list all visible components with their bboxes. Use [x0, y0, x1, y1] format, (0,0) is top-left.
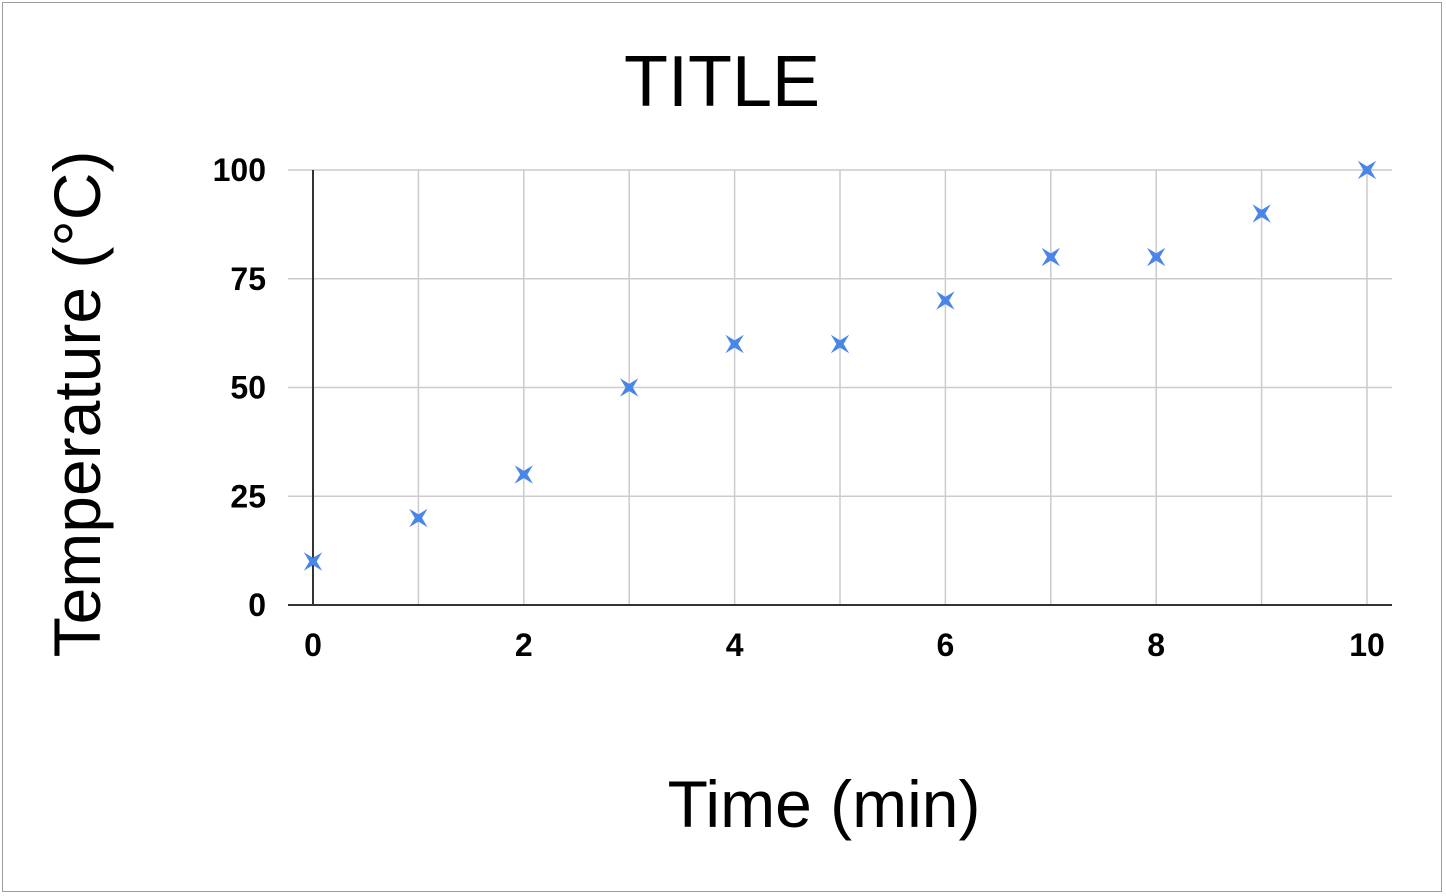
- data-point: [1041, 247, 1060, 267]
- y-tick-label: 0: [248, 587, 266, 623]
- data-point: [1357, 160, 1377, 180]
- data-point: [1252, 204, 1271, 223]
- x-tick-label: 10: [1349, 627, 1385, 663]
- y-tick-label: 25: [230, 478, 266, 514]
- data-point: [725, 334, 744, 354]
- data-point: [303, 552, 323, 571]
- y-axis-title: Temperature (°C): [40, 151, 114, 658]
- data-point: [830, 334, 850, 354]
- chart-title: TITLE: [624, 42, 820, 122]
- x-tick-label: 2: [515, 627, 533, 663]
- x-tick-label: 6: [937, 627, 955, 663]
- x-tick-label: 4: [726, 627, 744, 663]
- y-tick-label: 75: [230, 261, 266, 297]
- data-point: [514, 465, 533, 484]
- data-points: [303, 160, 1377, 571]
- data-point: [936, 291, 955, 310]
- y-tick-label: 50: [230, 370, 266, 406]
- x-axis-title: Time (min): [668, 767, 981, 841]
- tick-labels: 0 25 50 75 100 0 2 4 6 8 10: [213, 152, 1385, 663]
- axes: [288, 170, 1392, 606]
- x-tick-label: 8: [1147, 627, 1165, 663]
- data-point: [409, 508, 428, 528]
- grid: [288, 169, 1392, 605]
- x-tick-label: 0: [304, 627, 322, 663]
- data-point: [1147, 247, 1166, 267]
- data-point: [620, 378, 639, 397]
- y-tick-label: 100: [213, 152, 266, 188]
